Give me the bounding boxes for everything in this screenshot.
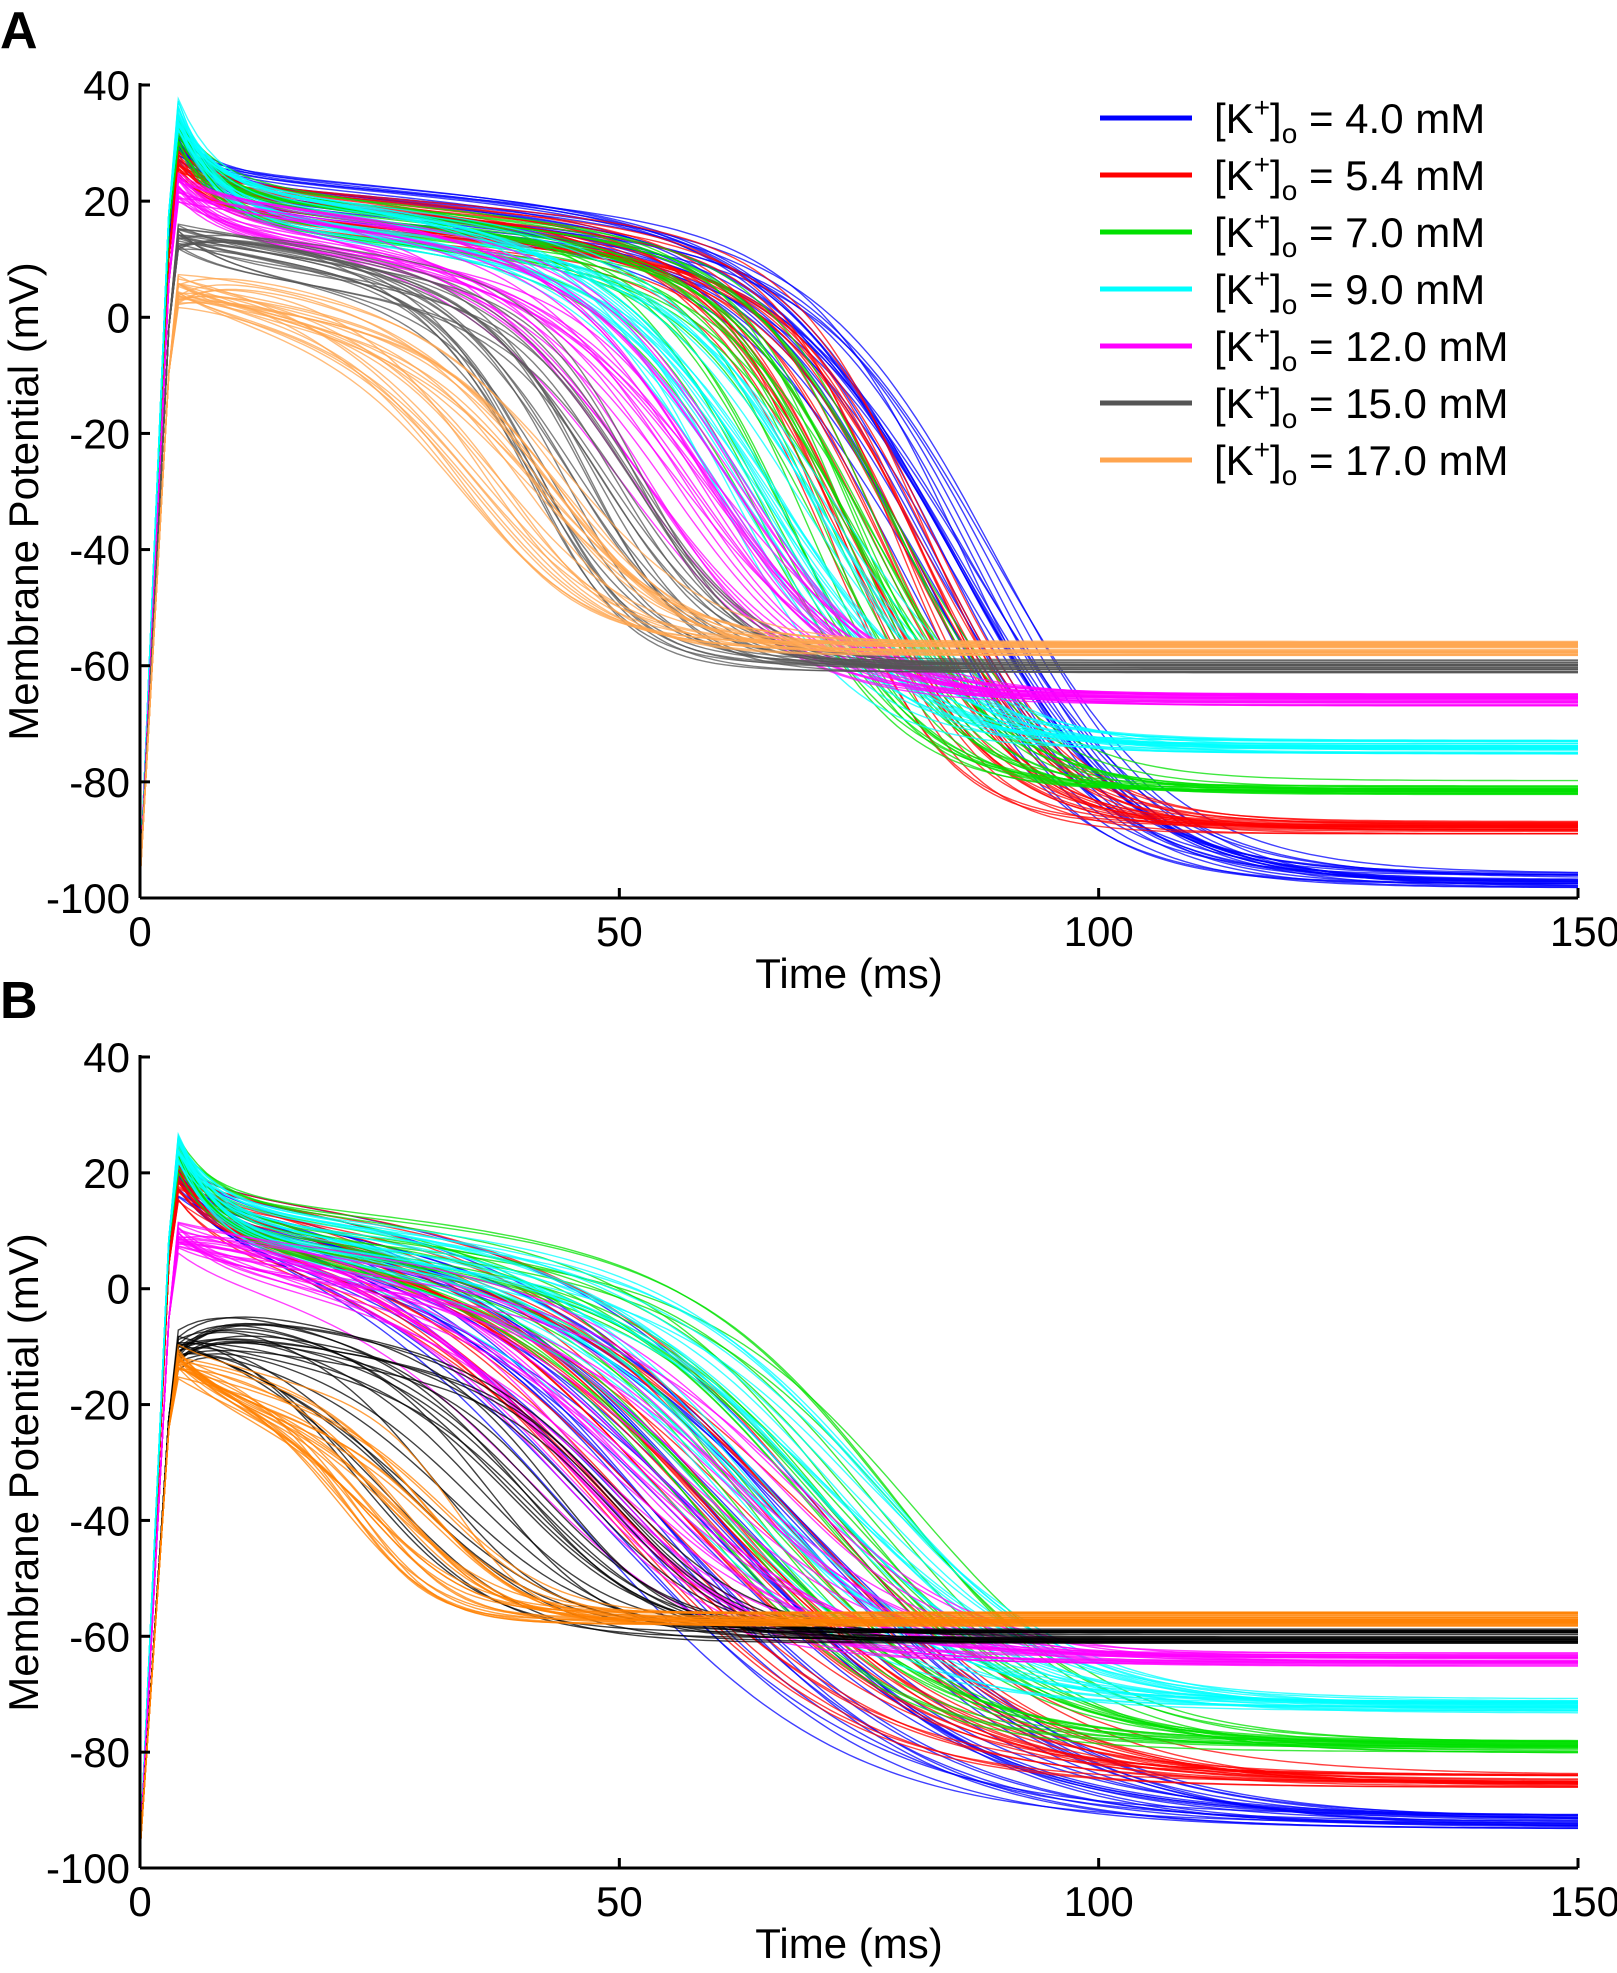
legend-label: [K+]o = 4.0 mM [1214,92,1485,149]
series-2-trace [140,1200,1578,1851]
y-tick-label: 20 [83,178,130,225]
series-5-trace [140,1237,1578,1851]
y-tick-label: 20 [83,1150,130,1197]
y-tick-label: -80 [69,759,130,806]
y-tick-label: 40 [83,62,130,109]
legend-label: [K+]o = 5.4 mM [1214,149,1485,206]
panel-label-a: A [0,2,38,60]
x-tick-label: 100 [1064,908,1134,955]
series-5-trace [140,1237,1578,1851]
x-tick-label: 150 [1550,908,1617,955]
y-tick-label: -20 [69,410,130,457]
series-5-trace [140,1236,1578,1850]
y-tick-label: -20 [69,1382,130,1429]
x-tick-label: 150 [1550,1878,1617,1925]
panel-b: B 40200-20-40-60-80-1000 50 100 150 Time (m… [0,972,1617,1967]
y-tick-label: -100 [46,875,130,922]
panel-b-x-axis-title: Time (ms) [755,1920,942,1967]
x-tick-label: 50 [596,1878,643,1925]
y-tick-label: -40 [69,527,130,574]
y-tick-label: 0 [107,1266,130,1313]
x-tick-label: 50 [596,908,643,955]
legend-label: [K+]o = 12.0 mM [1214,320,1509,377]
legend-label: [K+]o = 7.0 mM [1214,206,1485,263]
panel-b-traces [140,1134,1578,1850]
legend-label: [K+]o = 9.0 mM [1214,263,1485,320]
panel-a-y-axis-title: Membrane Potential (mV) [0,262,47,741]
panel-label-b: B [0,972,38,1030]
x-tick-label: 0 [128,1878,151,1925]
legend-label: [K+]o = 15.0 mM [1214,377,1509,434]
y-tick-label: 0 [107,294,130,341]
panel-b-y-axis-title: Membrane Potential (mV) [0,1233,47,1712]
x-tick-label: 0 [128,908,151,955]
y-tick-label: -60 [69,1613,130,1660]
series-5-trace [140,1253,1578,1851]
y-tick-label: -80 [69,1729,130,1776]
series-2-trace [140,1199,1578,1850]
y-tick-label: -60 [69,643,130,690]
panel-a-x-axis-title: Time (ms) [755,950,942,997]
x-tick-label: 100 [1064,1878,1134,1925]
panel-a-legend: [K+]o = 4.0 mM[K+]o = 5.4 mM[K+]o = 7.0 … [1100,92,1509,491]
y-tick-label: -40 [69,1497,130,1544]
y-tick-label: -100 [46,1845,130,1892]
y-tick-label: 40 [83,1034,130,1081]
legend-label: [K+]o = 17.0 mM [1214,434,1509,491]
